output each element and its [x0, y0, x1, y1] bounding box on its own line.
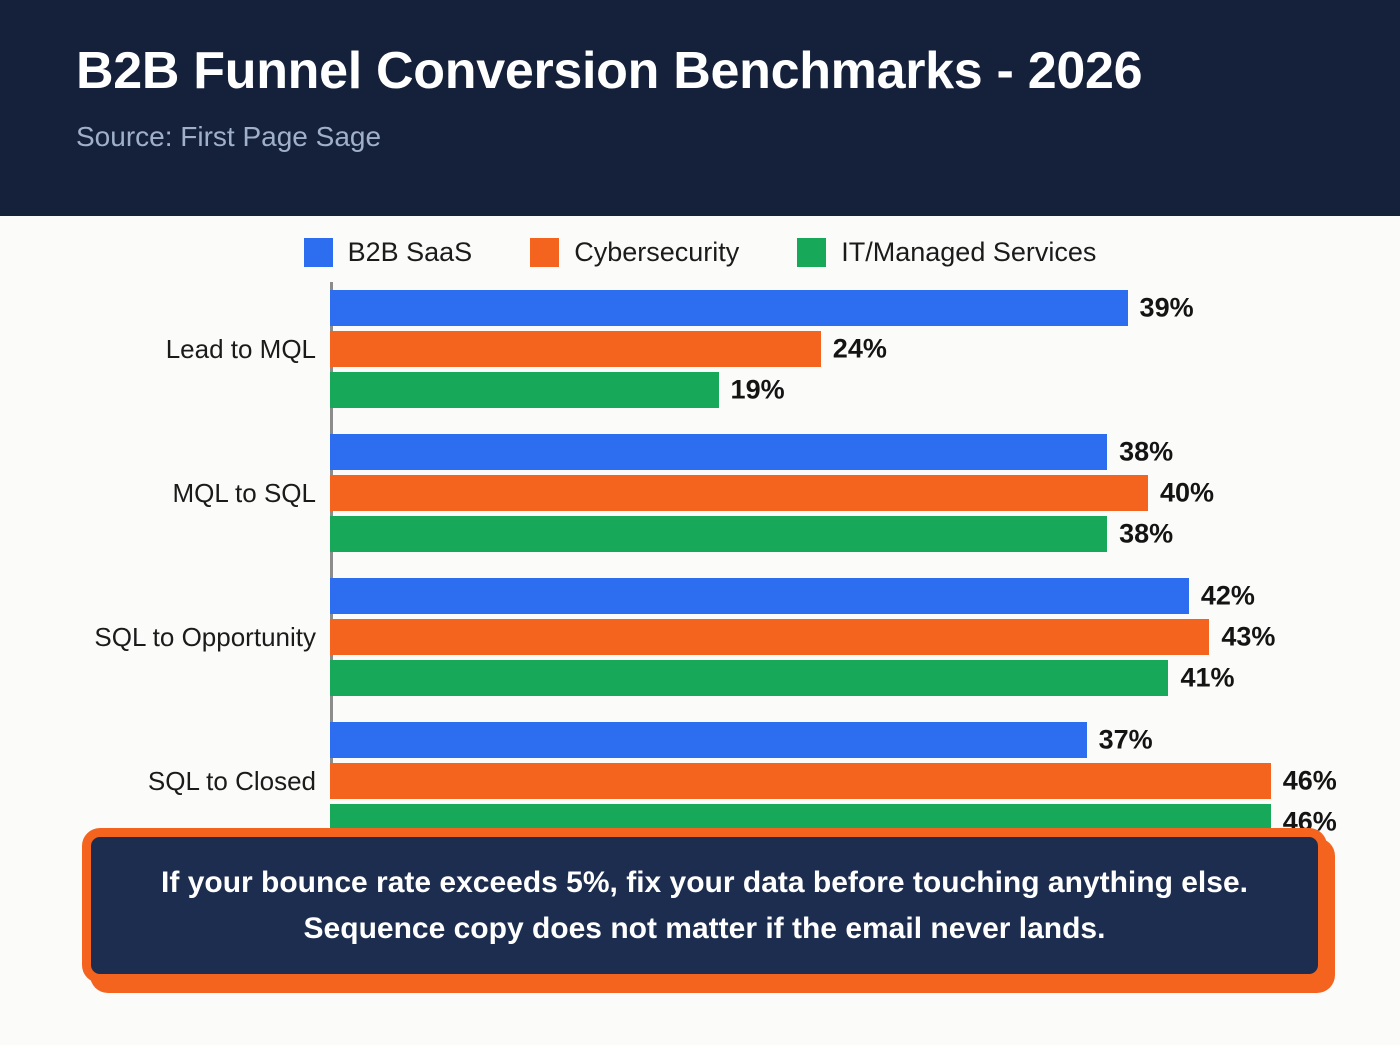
bar[interactable] — [330, 434, 1108, 470]
legend-swatch-icon — [530, 238, 560, 267]
bar[interactable] — [330, 619, 1210, 655]
bar[interactable] — [330, 763, 1271, 799]
category-label-sql-to-opportunity: SQL to Opportunity — [94, 622, 316, 652]
legend-item-it-managed-services[interactable]: IT/Managed Services — [797, 238, 1096, 267]
bar[interactable] — [330, 331, 821, 367]
legend-label: IT/Managed Services — [841, 237, 1097, 267]
bar[interactable] — [330, 722, 1087, 758]
chart-legend: B2B SaaS Cybersecurity IT/Managed Services — [0, 238, 1400, 267]
chart-area: B2B SaaS Cybersecurity IT/Managed Services… — [0, 216, 1400, 840]
page-title: B2B Funnel Conversion Benchmarks - 2026 — [76, 42, 1143, 100]
legend-label: B2B SaaS — [347, 237, 473, 267]
bar[interactable] — [330, 372, 719, 408]
callout-panel: If your bounce rate exceeds 5%, fix your… — [82, 828, 1327, 983]
bar[interactable] — [330, 516, 1108, 552]
bar-value-label: 37% — [1098, 724, 1153, 755]
bar-value-label: 24% — [832, 333, 887, 364]
bar-value-label: 42% — [1200, 580, 1255, 611]
bar[interactable] — [330, 290, 1128, 326]
bar[interactable] — [330, 578, 1189, 614]
bar-value-label: 40% — [1160, 477, 1215, 508]
category-label-mql-to-sql: MQL to SQL — [172, 478, 316, 508]
bar[interactable] — [330, 660, 1169, 696]
bar-value-label: 38% — [1119, 518, 1174, 549]
legend-item-b2b-saas[interactable]: B2B SaaS — [303, 237, 473, 267]
category-label-lead-to-mql: Lead to MQL — [165, 334, 316, 364]
source-subtitle: Source: First Page Sage — [76, 121, 382, 153]
callout-box: If your bounce rate exceeds 5%, fix your… — [82, 828, 1335, 993]
bar-value-label: 39% — [1139, 292, 1194, 323]
callout-text: If your bounce rate exceeds 5%, fix your… — [161, 865, 1248, 945]
legend-swatch-icon — [797, 238, 827, 267]
header-banner: B2B Funnel Conversion Benchmarks - 2026 … — [0, 0, 1400, 216]
legend-item-cybersecurity[interactable]: Cybersecurity — [530, 238, 739, 267]
bar-value-label: 43% — [1221, 621, 1276, 652]
bar-plot: Lead to MQL 39% 24% 19% MQL to SQL 38% 40% 38% S… — [0, 282, 1400, 840]
legend-label: Cybersecurity — [574, 237, 740, 267]
bar-value-label: 46% — [1282, 765, 1337, 796]
bar[interactable] — [330, 475, 1148, 511]
bar-value-label: 41% — [1180, 662, 1235, 693]
category-label-sql-to-closed: SQL to Closed — [147, 766, 316, 796]
bar-value-label: 38% — [1119, 436, 1174, 467]
bar-value-label: 19% — [730, 374, 785, 405]
legend-swatch-icon — [303, 238, 333, 267]
